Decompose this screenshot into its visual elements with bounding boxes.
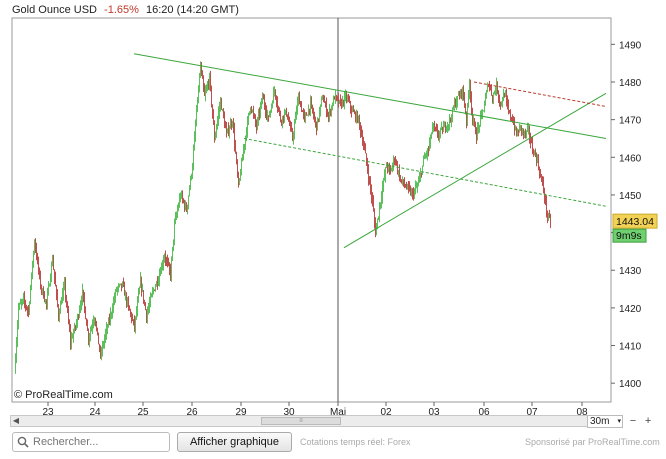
show-chart-button[interactable]: Afficher graphique xyxy=(177,432,292,452)
chart-header: Gold Ounce USD -1.65% 16:20 (14:20 GMT) xyxy=(12,4,239,16)
search-box[interactable] xyxy=(12,432,170,452)
zoom-controls: − + xyxy=(627,415,654,427)
x-tick-label: 26 xyxy=(186,407,198,418)
scroll-thumb[interactable]: ≡ xyxy=(261,417,341,425)
y-tick-label: 1420 xyxy=(619,304,642,315)
last-price-tag xyxy=(612,213,658,229)
x-tick-label: 07 xyxy=(526,407,538,418)
timer-tag xyxy=(612,228,647,243)
chart-scrollbar[interactable]: ◀ ≡ ▶ xyxy=(10,415,622,427)
last-price-label: 1443.04 xyxy=(616,216,654,228)
instrument-name: Gold Ounce USD xyxy=(12,4,97,16)
x-tick-label: 08 xyxy=(576,407,588,418)
search-icon xyxy=(17,436,29,448)
y-tick-label: 1460 xyxy=(619,153,642,164)
y-tick-label: 1430 xyxy=(619,266,642,277)
x-tick-label: 23 xyxy=(42,407,54,418)
y-tick-label: 1480 xyxy=(619,78,642,89)
x-tick-label: 03 xyxy=(428,407,440,418)
timer-label: 9m9s xyxy=(616,230,642,242)
quotes-note: Cotations temps réel: Forex xyxy=(300,437,411,447)
sponsor-note: Sponsorisé par ProRealTime.com xyxy=(525,437,660,447)
y-tick-label: 1490 xyxy=(619,40,642,51)
x-tick-label: 30 xyxy=(283,407,295,418)
upper-resistance-line[interactable] xyxy=(473,81,607,107)
lower-channel-line[interactable] xyxy=(243,137,607,207)
x-tick-label: 06 xyxy=(478,407,490,418)
y-tick-label: 1400 xyxy=(619,379,642,390)
support-trendline[interactable] xyxy=(343,92,607,249)
zoom-out-button[interactable]: − xyxy=(629,415,637,427)
quote-time: 16:20 xyxy=(145,4,174,16)
x-tick-label: Mai xyxy=(330,407,346,418)
resistance-trendline[interactable] xyxy=(133,53,607,139)
x-tick-label: 25 xyxy=(137,407,149,418)
timeframe-value: 30m xyxy=(590,416,610,427)
y-tick-label: 1450 xyxy=(619,191,642,202)
y-tick-label: 1470 xyxy=(619,116,642,127)
x-tick-label: 24 xyxy=(89,407,101,418)
price-change: -1.65% xyxy=(104,4,139,16)
plot-area xyxy=(11,17,612,403)
quote-time-gmt: (14:20 GMT) xyxy=(176,4,239,16)
chevron-down-icon: ▾ xyxy=(617,418,621,425)
scroll-left-arrow-icon[interactable]: ◀ xyxy=(12,416,20,425)
zoom-in-button[interactable]: + xyxy=(644,415,652,427)
y-tick-label: 1410 xyxy=(619,342,642,353)
watermark: © ProRealTime.com xyxy=(14,389,113,401)
x-tick-label: 29 xyxy=(235,407,247,418)
search-input[interactable] xyxy=(33,435,163,449)
x-tick-label: 02 xyxy=(380,407,392,418)
timeframe-select[interactable]: 30m ▾ xyxy=(587,415,623,428)
